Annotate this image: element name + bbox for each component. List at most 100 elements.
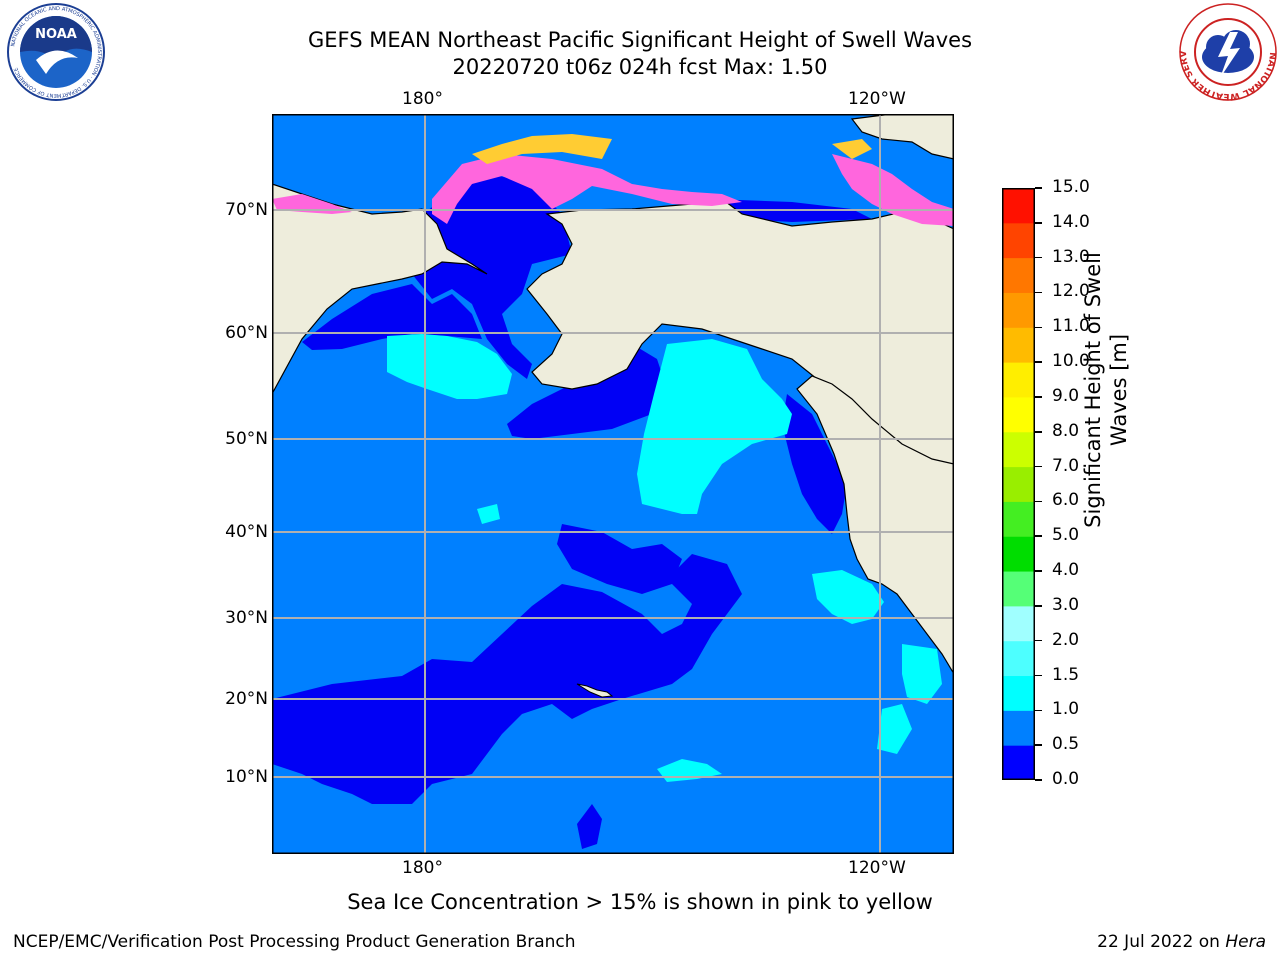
chart-subtitle: 20220720 t06z 024h fcst Max: 1.50 bbox=[452, 55, 828, 79]
colorbar-segment bbox=[1002, 327, 1035, 363]
colorbar-tick-mark bbox=[1035, 674, 1042, 677]
colorbar-tick-label: 8.0 bbox=[1052, 420, 1080, 441]
sea-ice-note: Sea Ice Concentration > 15% is shown in … bbox=[347, 890, 933, 914]
moderate-swell-region-mexico bbox=[902, 644, 942, 704]
colorbar-segment bbox=[1002, 466, 1035, 502]
colorbar-segment bbox=[1002, 292, 1035, 328]
chart-title: GEFS MEAN Northeast Pacific Significant … bbox=[307, 28, 973, 52]
colorbar-tick-mark bbox=[1035, 326, 1042, 329]
low-swell-region-south bbox=[577, 804, 602, 849]
colorbar-label-line1: Significant Height of Swell bbox=[1081, 252, 1105, 528]
swell-height-map bbox=[272, 114, 954, 854]
colorbar-tick-mark bbox=[1035, 291, 1042, 294]
colorbar-tick-mark bbox=[1035, 605, 1042, 607]
lat-label-30n: 30°N bbox=[225, 608, 268, 628]
lat-label-20n: 20°N bbox=[225, 689, 268, 709]
colorbar-tick-label: 0.0 bbox=[1052, 769, 1080, 789]
colorbar-border bbox=[1002, 188, 1035, 780]
colorbar-tick-mark bbox=[1035, 709, 1042, 712]
colorbar-tick-label: 11.0 bbox=[1052, 316, 1090, 337]
moderate-swell-region-baja bbox=[812, 570, 884, 624]
colorbar-tick-mark bbox=[1035, 535, 1042, 537]
colorbar-segment bbox=[1002, 745, 1035, 780]
colorbar-segment bbox=[1002, 640, 1035, 677]
noaa-logo-text: NOAA bbox=[35, 27, 77, 42]
map-border bbox=[272, 114, 954, 854]
colorbar-tick-label: 1.5 bbox=[1052, 664, 1080, 685]
colorbar-tick-label: 7.0 bbox=[1052, 455, 1080, 476]
colorbar-tick-label: 13.0 bbox=[1052, 246, 1090, 267]
lon-label-top-120w: 120°W bbox=[848, 89, 906, 109]
colorbar-tick-mark bbox=[1035, 570, 1042, 572]
moderate-swell-region-hawaii-east bbox=[877, 704, 912, 754]
land-hawaii bbox=[576, 683, 614, 698]
low-swell-region-west bbox=[272, 554, 742, 804]
lon-label-bottom-180: 180° bbox=[402, 858, 443, 878]
colorbar-tick-label: 15.0 bbox=[1052, 177, 1090, 197]
colorbar-tick-mark bbox=[1035, 500, 1042, 503]
land-north-america-coast bbox=[796, 375, 954, 676]
colorbar-tick-mark bbox=[1035, 361, 1042, 363]
colorbar-tick-label: 2.0 bbox=[1052, 629, 1080, 650]
lat-label-60n: 60°N bbox=[225, 323, 268, 343]
moderate-swell-region-northwest bbox=[387, 334, 512, 399]
colorbar-tick-mark bbox=[1035, 256, 1042, 259]
colorbar-tick-mark bbox=[1035, 396, 1042, 398]
low-swell-region-bering bbox=[412, 174, 572, 379]
footer-date-text: 22 Jul 2022 on bbox=[1097, 932, 1226, 952]
sea-ice-arctic-pink bbox=[432, 154, 742, 224]
colorbar-segment bbox=[1002, 605, 1035, 642]
colorbar-segment bbox=[1002, 222, 1035, 259]
colorbar-segment bbox=[1002, 501, 1035, 537]
lon-label-bottom-120w: 120°W bbox=[848, 858, 906, 878]
colorbar-segment bbox=[1002, 257, 1035, 293]
nws-logo-icon: NATIONAL WEATHER SERVICE bbox=[1178, 2, 1277, 101]
land-siberia bbox=[272, 183, 488, 395]
colorbar-tick-mark bbox=[1035, 779, 1042, 781]
colorbar-tick-label: 4.0 bbox=[1052, 560, 1080, 581]
colorbar-segment bbox=[1002, 431, 1035, 468]
colorbar-segment bbox=[1002, 675, 1035, 711]
low-swell-region-central bbox=[557, 524, 682, 594]
colorbar-tick-mark bbox=[1035, 222, 1042, 224]
lat-label-70n: 70°N bbox=[225, 200, 268, 220]
colorbar-tick-label: 14.0 bbox=[1052, 211, 1090, 232]
lat-label-50n: 50°N bbox=[225, 429, 268, 449]
sea-ice-arctic-yellow bbox=[472, 134, 612, 164]
colorbar-tick-mark bbox=[1035, 639, 1042, 642]
colorbar-tick-label: 3.0 bbox=[1052, 594, 1080, 615]
colorbar-tick-label: 0.5 bbox=[1052, 734, 1080, 755]
colorbar-tick-label: 6.0 bbox=[1052, 490, 1080, 511]
colorbar-tick-label: 10.0 bbox=[1052, 351, 1090, 372]
colorbar-tick-mark bbox=[1035, 465, 1042, 468]
graticule bbox=[272, 114, 954, 854]
colorbar-segment bbox=[1002, 362, 1035, 398]
lon-label-top-180: 180° bbox=[402, 89, 443, 109]
colorbar-tick-mark bbox=[1035, 431, 1042, 433]
colorbar-segment bbox=[1002, 188, 1035, 224]
footer-date: 22 Jul 2022 on Hera bbox=[1097, 932, 1266, 952]
colorbar-segment bbox=[1002, 396, 1035, 433]
lat-label-10n: 10°N bbox=[225, 767, 268, 787]
moderate-swell-region-northeast bbox=[637, 339, 792, 514]
moderate-swell-region-small bbox=[477, 504, 500, 524]
lat-label-40n: 40°N bbox=[225, 522, 268, 542]
colorbar-segment bbox=[1002, 710, 1035, 746]
colorbar-tick-label: 1.0 bbox=[1052, 699, 1080, 720]
footer-host: Hera bbox=[1225, 932, 1266, 952]
colorbar-segment bbox=[1002, 536, 1035, 572]
colorbar-segment bbox=[1002, 571, 1035, 607]
colorbar-tick-mark bbox=[1035, 744, 1042, 746]
colorbar-label-line2: Waves [m] bbox=[1107, 333, 1131, 447]
low-swell-region-coast bbox=[782, 394, 847, 534]
colorbar-tick-label: 5.0 bbox=[1052, 525, 1080, 546]
colorbar-tick-mark bbox=[1035, 187, 1042, 189]
colorbar-tick-label: 12.0 bbox=[1052, 281, 1090, 302]
colorbar bbox=[1002, 188, 1035, 780]
colorbar-tick-label: 9.0 bbox=[1052, 385, 1080, 406]
sea-ice-east-pink bbox=[832, 154, 954, 226]
land-arctic-islands bbox=[850, 114, 954, 160]
sea-ice-east-yellow bbox=[832, 139, 872, 159]
footer-credit: NCEP/EMC/Verification Post Processing Pr… bbox=[13, 932, 576, 952]
noaa-logo-icon: NOAA NATIONAL OCEANIC AND ATMOSPHERIC AD… bbox=[7, 3, 105, 101]
